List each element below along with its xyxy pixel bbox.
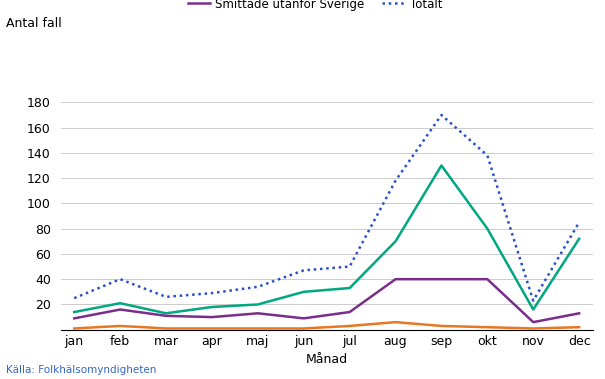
Uppgift saknas xyxy=(117,324,124,328)
Uppgift saknas xyxy=(484,325,491,329)
Uppgift saknas xyxy=(71,326,78,331)
Smittade utanför Sverige xyxy=(529,320,537,324)
Legend: Smittade i Sverige, Smittade utanför Sverige, Uppgift saknas, Totalt: Smittade i Sverige, Smittade utanför Sve… xyxy=(183,0,502,15)
Smittade utanför Sverige xyxy=(484,277,491,282)
Smittade utanför Sverige xyxy=(300,316,307,321)
Smittade i Sverige xyxy=(162,311,169,316)
Smittade utanför Sverige xyxy=(71,316,78,321)
Totalt xyxy=(392,179,399,183)
Totalt xyxy=(438,113,445,117)
Uppgift saknas xyxy=(254,326,261,331)
Line: Smittade utanför Sverige: Smittade utanför Sverige xyxy=(74,279,579,322)
Totalt xyxy=(529,298,537,303)
Smittade i Sverige xyxy=(438,163,445,168)
Smittade utanför Sverige xyxy=(117,307,124,312)
Uppgift saknas xyxy=(529,326,537,331)
Uppgift saknas xyxy=(300,326,307,331)
Smittade i Sverige xyxy=(529,307,537,312)
Totalt xyxy=(346,264,353,269)
Uppgift saknas xyxy=(162,326,169,331)
Uppgift saknas xyxy=(575,325,583,329)
Uppgift saknas xyxy=(438,324,445,328)
Smittade utanför Sverige xyxy=(346,310,353,314)
Smittade utanför Sverige xyxy=(575,311,583,316)
Uppgift saknas xyxy=(346,324,353,328)
Uppgift saknas xyxy=(392,320,399,324)
Smittade utanför Sverige xyxy=(162,313,169,318)
Text: Antal fall: Antal fall xyxy=(6,17,62,30)
Totalt xyxy=(71,296,78,301)
X-axis label: Månad: Månad xyxy=(306,353,348,366)
Line: Totalt: Totalt xyxy=(74,115,579,301)
Totalt xyxy=(117,277,124,282)
Text: Källa: Folkhälsomyndigheten: Källa: Folkhälsomyndigheten xyxy=(6,365,157,375)
Smittade i Sverige xyxy=(484,226,491,231)
Uppgift saknas xyxy=(208,326,215,331)
Smittade utanför Sverige xyxy=(392,277,399,282)
Totalt xyxy=(484,153,491,158)
Smittade i Sverige xyxy=(117,301,124,305)
Smittade utanför Sverige xyxy=(438,277,445,282)
Smittade i Sverige xyxy=(575,236,583,241)
Line: Smittade i Sverige: Smittade i Sverige xyxy=(74,166,579,313)
Smittade i Sverige xyxy=(71,310,78,314)
Totalt xyxy=(575,220,583,225)
Line: Uppgift saknas: Uppgift saknas xyxy=(74,322,579,329)
Totalt xyxy=(162,294,169,299)
Smittade utanför Sverige xyxy=(254,311,261,316)
Smittade i Sverige xyxy=(346,286,353,290)
Smittade utanför Sverige xyxy=(208,315,215,319)
Smittade i Sverige xyxy=(392,239,399,244)
Smittade i Sverige xyxy=(254,302,261,307)
Smittade i Sverige xyxy=(208,305,215,309)
Totalt xyxy=(208,291,215,295)
Totalt xyxy=(300,268,307,273)
Smittade i Sverige xyxy=(300,290,307,294)
Totalt xyxy=(254,285,261,289)
